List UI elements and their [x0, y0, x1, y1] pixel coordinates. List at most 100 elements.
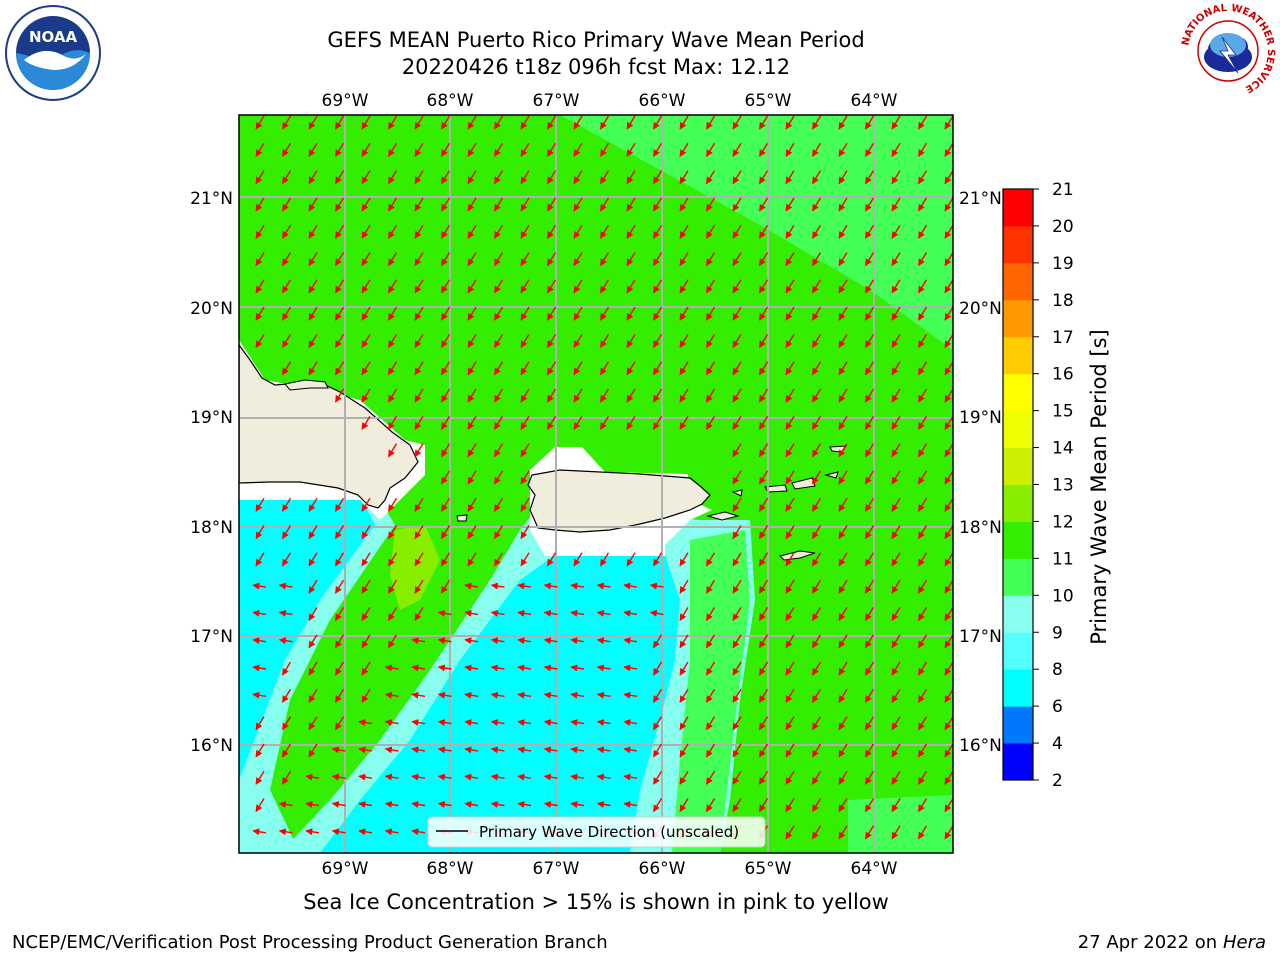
- wave-direction-arrow: [758, 197, 769, 212]
- wave-direction-arrow: [732, 443, 742, 458]
- wave-direction-arrow: [464, 746, 479, 754]
- vieques-island: [706, 511, 740, 521]
- wave-direction-arrow: [626, 361, 636, 376]
- wave-direction-arrow: [255, 197, 265, 212]
- wave-direction-arrow: [679, 770, 689, 785]
- wave-direction-arrow: [334, 525, 345, 540]
- wave-direction-arrow: [944, 688, 953, 703]
- wave-direction-arrow: [732, 770, 742, 785]
- wave-direction-arrow: [705, 770, 716, 785]
- colorbar-tick-label: 19: [1052, 254, 1074, 274]
- wave-direction-arrow: [493, 525, 504, 540]
- wave-direction-arrow: [838, 361, 848, 376]
- colorbar-swatch: [1003, 558, 1033, 596]
- wave-direction-arrow: [387, 443, 398, 458]
- wave-direction-arrow: [679, 661, 689, 676]
- wave-direction-arrow: [864, 798, 875, 813]
- lat-labels-right: 21°N 20°N 19°N 18°N 17°N 16°N: [959, 189, 1002, 756]
- wave-direction-arrow: [811, 115, 822, 130]
- wave-direction-arrow: [308, 361, 318, 376]
- wave-direction-arrow: [490, 746, 505, 754]
- wave-direction-arrow: [437, 637, 452, 645]
- wave-direction-arrow: [679, 743, 689, 758]
- wave-direction-arrow: [493, 415, 504, 430]
- wave-direction-arrow: [944, 142, 953, 157]
- wave-direction-arrow: [440, 388, 451, 403]
- wave-direction-arrow: [917, 661, 928, 676]
- wave-direction-arrow: [520, 443, 530, 458]
- wave-direction-arrow: [281, 716, 292, 731]
- wave-direction-arrow: [679, 688, 689, 703]
- wave-direction-arrow: [758, 716, 769, 731]
- wave-direction-arrow: [520, 115, 530, 130]
- wave-direction-arrow: [573, 415, 583, 430]
- wave-direction-arrow: [785, 825, 795, 840]
- wave-direction-arrow: [517, 691, 532, 699]
- wave-direction-arrow: [599, 552, 610, 567]
- wave-direction-arrow: [520, 252, 530, 267]
- wave-direction-arrow: [596, 664, 611, 672]
- wave-direction-arrow: [626, 279, 636, 294]
- lat-label-left: 18°N: [190, 518, 233, 538]
- wave-direction-arrow: [570, 746, 585, 754]
- wave-direction-arrow: [944, 716, 953, 731]
- colorbar-tick-label: 11: [1052, 549, 1074, 569]
- wave-direction-arrow: [281, 142, 292, 157]
- wave-direction-arrow: [811, 825, 822, 840]
- wave-direction-arrow: [864, 552, 875, 567]
- wave-direction-arrow: [944, 470, 953, 485]
- lon-label-bottom: 65°W: [745, 859, 792, 879]
- wave-direction-arrow: [679, 334, 689, 348]
- wave-direction-arrow: [838, 470, 848, 485]
- wave-direction-arrow: [490, 773, 505, 781]
- wave-direction-arrow: [917, 497, 928, 512]
- wave-direction-arrow: [758, 170, 769, 185]
- wave-direction-arrow: [758, 743, 769, 758]
- wave-direction-arrow: [705, 334, 716, 348]
- wave-direction-arrow: [467, 388, 477, 403]
- wave-direction-arrow: [811, 334, 822, 348]
- wave-direction-arrow: [652, 770, 663, 785]
- wave-direction-arrow: [679, 361, 689, 376]
- wave-direction-arrow: [464, 773, 479, 781]
- wave-direction-arrow: [411, 773, 426, 781]
- wave-direction-arrow: [440, 497, 451, 512]
- wave-direction-arrow: [387, 115, 398, 130]
- wave-direction-arrow: [732, 224, 742, 239]
- wave-direction-arrow: [705, 415, 716, 430]
- period-region-12-13: [390, 525, 440, 610]
- wave-direction-arrow: [626, 252, 636, 267]
- wave-direction-arrow: [758, 798, 769, 813]
- wave-direction-arrows: [252, 115, 953, 840]
- wave-direction-arrow: [255, 497, 265, 512]
- wave-direction-arrow: [944, 279, 953, 294]
- wave-direction-arrow: [626, 415, 636, 430]
- wave-direction-arrow: [573, 279, 583, 294]
- wave-direction-arrow: [546, 252, 557, 267]
- wave-direction-arrow: [520, 170, 530, 185]
- wave-direction-arrow: [917, 334, 928, 348]
- wave-direction-arrow: [281, 170, 292, 185]
- wave-direction-arrow: [437, 719, 452, 727]
- colorbar-swatch: [1003, 189, 1033, 227]
- wave-direction-arrow: [387, 170, 398, 185]
- wave-direction-arrow: [944, 607, 953, 621]
- wave-direction-arrow: [464, 691, 479, 699]
- wave-direction-arrow: [334, 688, 345, 703]
- wave-direction-arrow: [652, 415, 663, 430]
- wave-direction-arrow: [361, 579, 371, 594]
- wave-direction-arrow: [520, 497, 530, 512]
- wave-direction-arrow: [944, 743, 953, 758]
- wave-direction-arrow: [917, 224, 928, 239]
- wave-direction-arrow: [626, 388, 636, 403]
- wave-direction-arrow: [864, 634, 875, 649]
- wave-direction-arrow: [705, 279, 716, 294]
- wave-direction-arrow: [652, 634, 663, 649]
- wave-direction-arrow: [838, 197, 848, 212]
- wave-direction-arrow: [864, 115, 875, 130]
- legend-label: Primary Wave Direction (unscaled): [479, 823, 739, 841]
- wave-direction-arrow: [331, 828, 346, 836]
- wave-direction-arrow: [387, 197, 398, 212]
- wave-direction-arrow: [334, 497, 345, 512]
- wave-direction-arrow: [520, 388, 530, 403]
